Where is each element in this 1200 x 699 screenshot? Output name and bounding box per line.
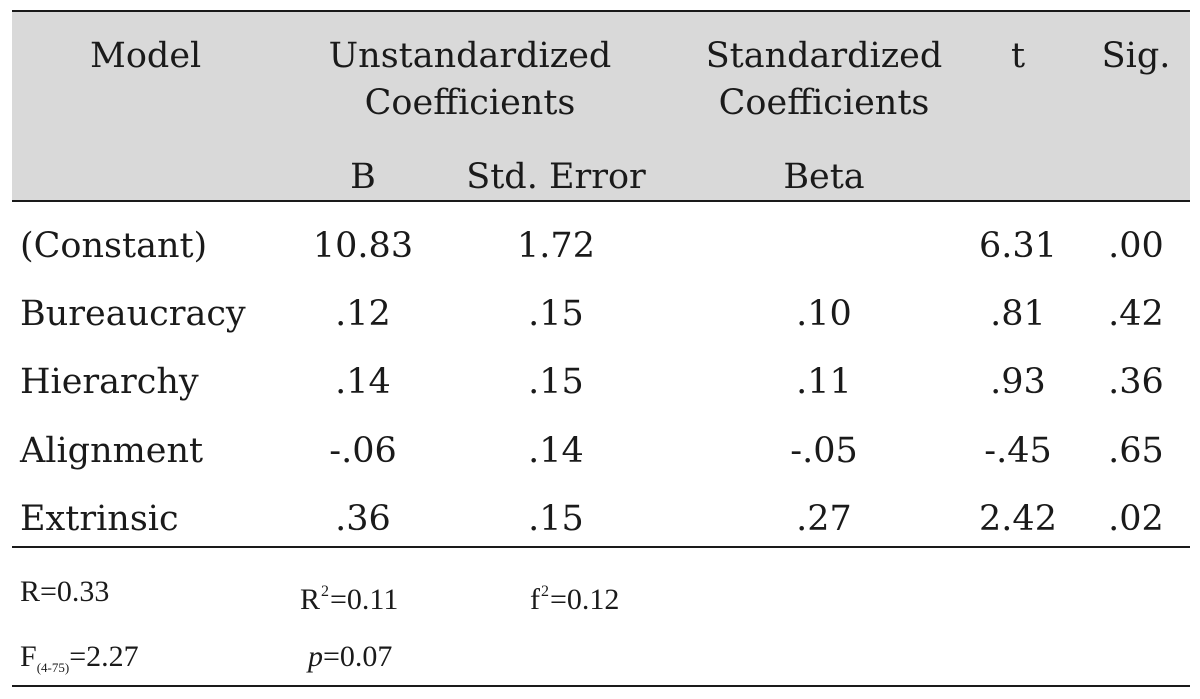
header-unstandardized-line1: Unstandardized (328, 36, 612, 76)
row-label: Alignment (20, 431, 204, 471)
cell-sig: .02 (1108, 499, 1164, 539)
cell-b: -.06 (329, 431, 397, 471)
table-header-rule (12, 200, 1190, 202)
cell-t: 6.31 (979, 226, 1057, 266)
cell-beta: .27 (796, 499, 852, 539)
stat-f-label: F (20, 640, 37, 673)
cell-std-error: .15 (528, 499, 584, 539)
table-bottom-rule (12, 685, 1190, 687)
cell-beta: .10 (796, 294, 852, 334)
row-label: (Constant) (20, 226, 208, 266)
cell-t: 2.42 (979, 499, 1057, 539)
stat-f-value: =2.27 (69, 640, 139, 673)
cell-std-error: .15 (528, 294, 584, 334)
cell-std-error: .15 (528, 362, 584, 402)
header-standardized-line1: Standardized (705, 36, 943, 76)
cell-sig: .65 (1108, 431, 1164, 471)
cell-beta: -.05 (790, 431, 858, 471)
row-label: Bureaucracy (20, 294, 246, 334)
cell-sig: .36 (1108, 362, 1164, 402)
table-header-background (12, 10, 1190, 200)
stat-r-value: =0.33 (40, 575, 110, 608)
row-label: Extrinsic (20, 499, 179, 539)
stat-p: p=0.07 (308, 637, 392, 677)
stat-r-squared-value: =0.11 (330, 583, 399, 616)
cell-t: -.45 (984, 431, 1052, 471)
cell-sig: .42 (1108, 294, 1164, 334)
cell-sig: .00 (1108, 226, 1164, 266)
header-sig: Sig. (1101, 36, 1171, 76)
stat-r: R=0.33 (20, 572, 109, 612)
header-model: Model (90, 36, 202, 76)
cell-b: 10.83 (312, 226, 414, 266)
row-label: Hierarchy (20, 362, 199, 402)
stat-f-squared-value: =0.12 (550, 583, 620, 616)
stat-p-value: =0.07 (323, 640, 393, 673)
stat-f: F(4-75)=2.27 (20, 637, 139, 688)
cell-t: .81 (990, 294, 1046, 334)
cell-b: .12 (335, 294, 391, 334)
cell-b: .36 (335, 499, 391, 539)
stat-f-subscript: (4-75) (36, 660, 70, 675)
table-body-rule (12, 546, 1190, 548)
cell-beta: .11 (796, 362, 852, 402)
cell-b: .14 (335, 362, 391, 402)
header-beta: Beta (783, 157, 865, 197)
header-b: B (350, 157, 376, 197)
cell-std-error: 1.72 (517, 226, 595, 266)
cell-t: .93 (990, 362, 1046, 402)
stat-r-squared-label: R (300, 583, 321, 616)
header-t: t (1010, 36, 1026, 76)
header-unstandardized-line2: Coefficients (364, 83, 576, 123)
cell-std-error: .14 (528, 431, 584, 471)
stat-r-squared: R2=0.11 (300, 572, 398, 620)
stat-f-squared-superscript: 2 (541, 583, 549, 600)
table-top-rule (12, 10, 1190, 12)
stat-f-squared-label: f (530, 583, 540, 616)
stat-f-squared: f2=0.12 (530, 572, 619, 620)
header-std-error: Std. Error (466, 157, 646, 197)
stat-p-label: p (308, 640, 323, 673)
stat-r-squared-superscript: 2 (321, 583, 330, 600)
header-standardized-line2: Coefficients (718, 83, 930, 123)
stat-r-label: R (20, 575, 41, 608)
